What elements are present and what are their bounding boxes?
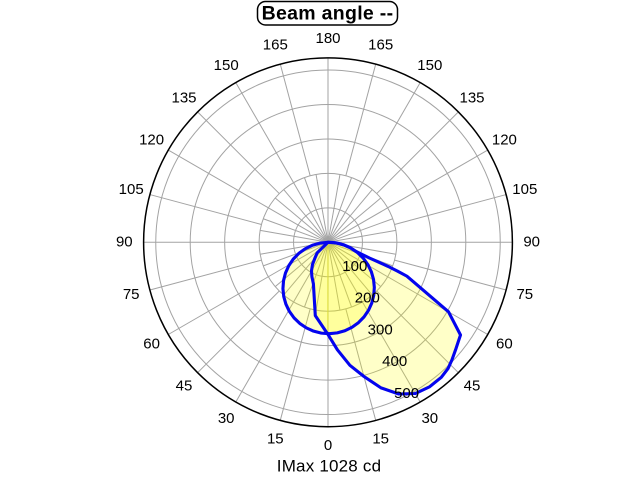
svg-text:150: 150 bbox=[214, 57, 239, 74]
svg-text:0: 0 bbox=[324, 437, 332, 454]
svg-text:120: 120 bbox=[492, 132, 517, 149]
svg-text:60: 60 bbox=[143, 335, 160, 352]
svg-text:30: 30 bbox=[218, 410, 235, 427]
svg-text:135: 135 bbox=[459, 90, 484, 107]
svg-text:180: 180 bbox=[315, 30, 340, 47]
svg-text:30: 30 bbox=[421, 410, 438, 427]
svg-text:135: 135 bbox=[171, 90, 196, 107]
svg-text:165: 165 bbox=[368, 37, 393, 54]
svg-text:100: 100 bbox=[342, 258, 367, 275]
svg-text:75: 75 bbox=[123, 286, 140, 303]
svg-text:150: 150 bbox=[417, 57, 442, 74]
svg-text:500: 500 bbox=[394, 385, 419, 402]
svg-text:90: 90 bbox=[116, 234, 133, 251]
svg-text:75: 75 bbox=[516, 286, 533, 303]
svg-text:300: 300 bbox=[368, 321, 393, 338]
svg-text:400: 400 bbox=[382, 353, 407, 370]
svg-text:45: 45 bbox=[464, 378, 481, 395]
svg-text:15: 15 bbox=[372, 430, 389, 447]
svg-text:90: 90 bbox=[523, 234, 540, 251]
svg-text:120: 120 bbox=[139, 132, 164, 149]
svg-text:200: 200 bbox=[355, 290, 380, 307]
svg-text:105: 105 bbox=[512, 181, 537, 198]
svg-text:165: 165 bbox=[263, 37, 288, 54]
svg-text:Beam angle --: Beam angle -- bbox=[262, 3, 394, 25]
svg-text:60: 60 bbox=[496, 335, 513, 352]
svg-text:IMax 1028 cd: IMax 1028 cd bbox=[277, 456, 381, 475]
svg-text:15: 15 bbox=[267, 430, 284, 447]
svg-text:105: 105 bbox=[119, 181, 144, 198]
svg-text:45: 45 bbox=[176, 378, 193, 395]
